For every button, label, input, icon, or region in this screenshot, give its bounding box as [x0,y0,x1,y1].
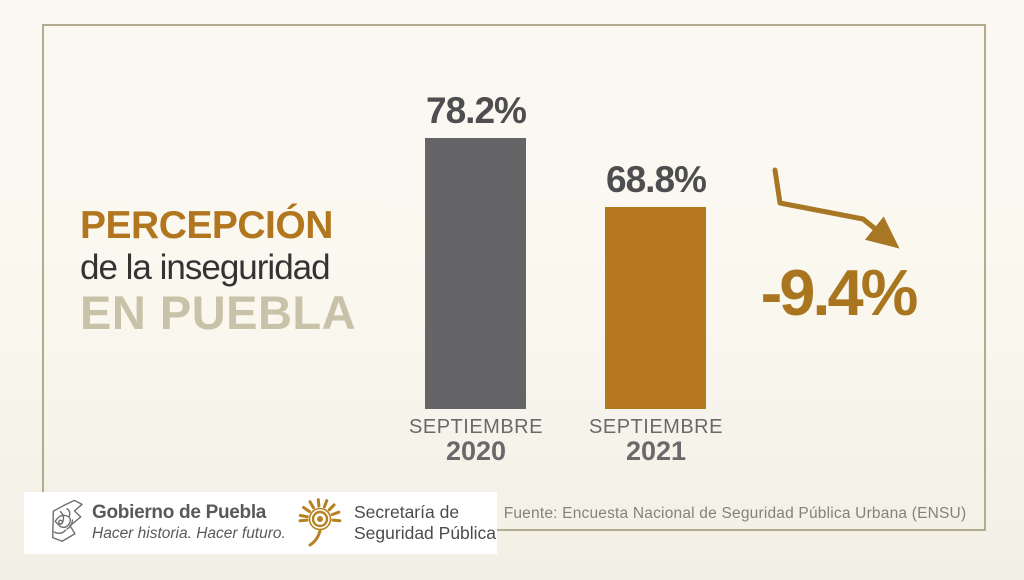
gobierno-puebla-logo [52,499,83,542]
secretaria-line2: Seguridad Pública [354,523,497,543]
bar-year-2020: 2020 [445,436,507,466]
bar-month-2020: SEPTIEMBRE [409,416,543,438]
bar-2020 [425,138,526,409]
bar-year-2021: 2021 [625,436,687,466]
title-line-inseguridad: de la inseguridad [80,248,331,287]
gobierno-name: Gobierno de Puebla [92,502,267,523]
title-line-en-puebla: EN PUEBLA [80,286,357,339]
border-frame [42,24,986,531]
secretaria-line1: Secretaría de [354,502,460,522]
decline-arrow-icon [772,167,900,249]
gobierno-tagline: Hacer historia. Hacer futuro. [92,525,286,542]
secretaria-text-block: Secretaría de Seguridad Pública [354,502,496,544]
bar-value-2020: 78.2% [426,90,527,131]
secretaria-seguridad-emblem [298,498,342,547]
change-percentage: -9.4% [760,256,919,329]
title-line-percepcion: PERCEPCIÓN [80,204,333,247]
footer-logo-band: Gobierno de Puebla Hacer historia. Hacer… [24,492,497,554]
bar-month-2021: SEPTIEMBRE [589,416,723,438]
source-citation: Fuente: Encuesta Nacional de Seguridad P… [503,505,967,522]
bar-2021 [605,207,706,409]
bar-value-2021: 68.8% [606,159,707,200]
gobierno-text-block: Gobierno de Puebla Hacer historia. Hacer… [92,501,286,543]
chart-title: PERCEPCIÓN de la inseguridad EN PUEBLA [80,203,356,338]
